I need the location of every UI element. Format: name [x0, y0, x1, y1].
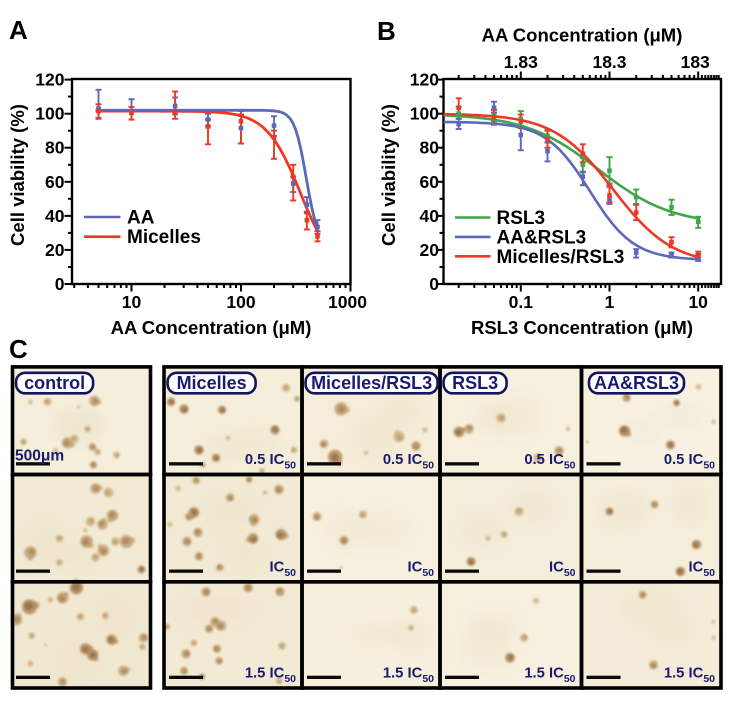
svg-text:Micelles: Micelles [127, 227, 201, 248]
svg-text:10: 10 [688, 292, 708, 312]
svg-text:Cell viability (%): Cell viability (%) [7, 104, 28, 246]
svg-text:100: 100 [35, 104, 64, 124]
svg-text:1.83: 1.83 [504, 52, 538, 72]
svg-text:AA&RSL3: AA&RSL3 [497, 227, 587, 248]
svg-text:0.5 IC50: 0.5 IC50 [664, 452, 715, 472]
svg-text:60: 60 [45, 172, 65, 192]
svg-text:100: 100 [410, 104, 439, 124]
svg-text:1.5 IC50: 1.5 IC50 [664, 666, 715, 686]
svg-text:1.5 IC50: 1.5 IC50 [383, 666, 434, 686]
svg-text:183: 183 [681, 52, 710, 72]
svg-text:0: 0 [429, 274, 439, 294]
svg-text:control: control [24, 373, 85, 393]
svg-text:A: A [9, 15, 28, 45]
svg-text:80: 80 [45, 138, 65, 158]
svg-text:Micelles: Micelles [177, 373, 247, 393]
svg-text:0.5 IC50: 0.5 IC50 [245, 452, 296, 472]
svg-text:1: 1 [605, 292, 615, 312]
svg-text:0.5 IC50: 0.5 IC50 [383, 452, 434, 472]
svg-text:B: B [377, 16, 396, 46]
svg-text:AA: AA [127, 208, 155, 229]
svg-text:AA Concentration (μM): AA Concentration (μM) [111, 317, 312, 338]
svg-text:1000: 1000 [328, 292, 367, 312]
svg-text:100: 100 [226, 292, 255, 312]
svg-text:Micelles/RSL3: Micelles/RSL3 [311, 373, 432, 393]
svg-text:18.3: 18.3 [592, 52, 626, 72]
svg-text:120: 120 [410, 70, 439, 90]
svg-text:RSL3 Concentration (μM): RSL3 Concentration (μM) [471, 317, 693, 338]
svg-text:1.5 IC50: 1.5 IC50 [524, 666, 575, 686]
svg-text:0.1: 0.1 [509, 292, 534, 312]
svg-text:AA&RSL3: AA&RSL3 [594, 373, 679, 393]
svg-text:20: 20 [420, 240, 440, 260]
svg-text:500μm: 500μm [15, 448, 64, 465]
svg-text:40: 40 [45, 206, 65, 226]
svg-text:60: 60 [420, 172, 440, 192]
svg-text:0: 0 [55, 274, 65, 294]
svg-text:40: 40 [420, 206, 440, 226]
svg-text:RSL3: RSL3 [497, 208, 546, 229]
svg-text:20: 20 [45, 240, 65, 260]
svg-text:RSL3: RSL3 [452, 373, 498, 393]
svg-text:0.5 IC50: 0.5 IC50 [524, 452, 575, 472]
svg-text:AA Concentration (μM): AA Concentration (μM) [482, 25, 683, 46]
svg-text:C: C [9, 334, 28, 364]
svg-text:Micelles/RSL3: Micelles/RSL3 [497, 247, 625, 268]
svg-text:80: 80 [420, 138, 440, 158]
svg-text:120: 120 [35, 70, 64, 90]
svg-text:Cell viability (%): Cell viability (%) [378, 104, 399, 246]
svg-text:10: 10 [122, 292, 142, 312]
svg-text:1.5 IC50: 1.5 IC50 [245, 666, 296, 686]
